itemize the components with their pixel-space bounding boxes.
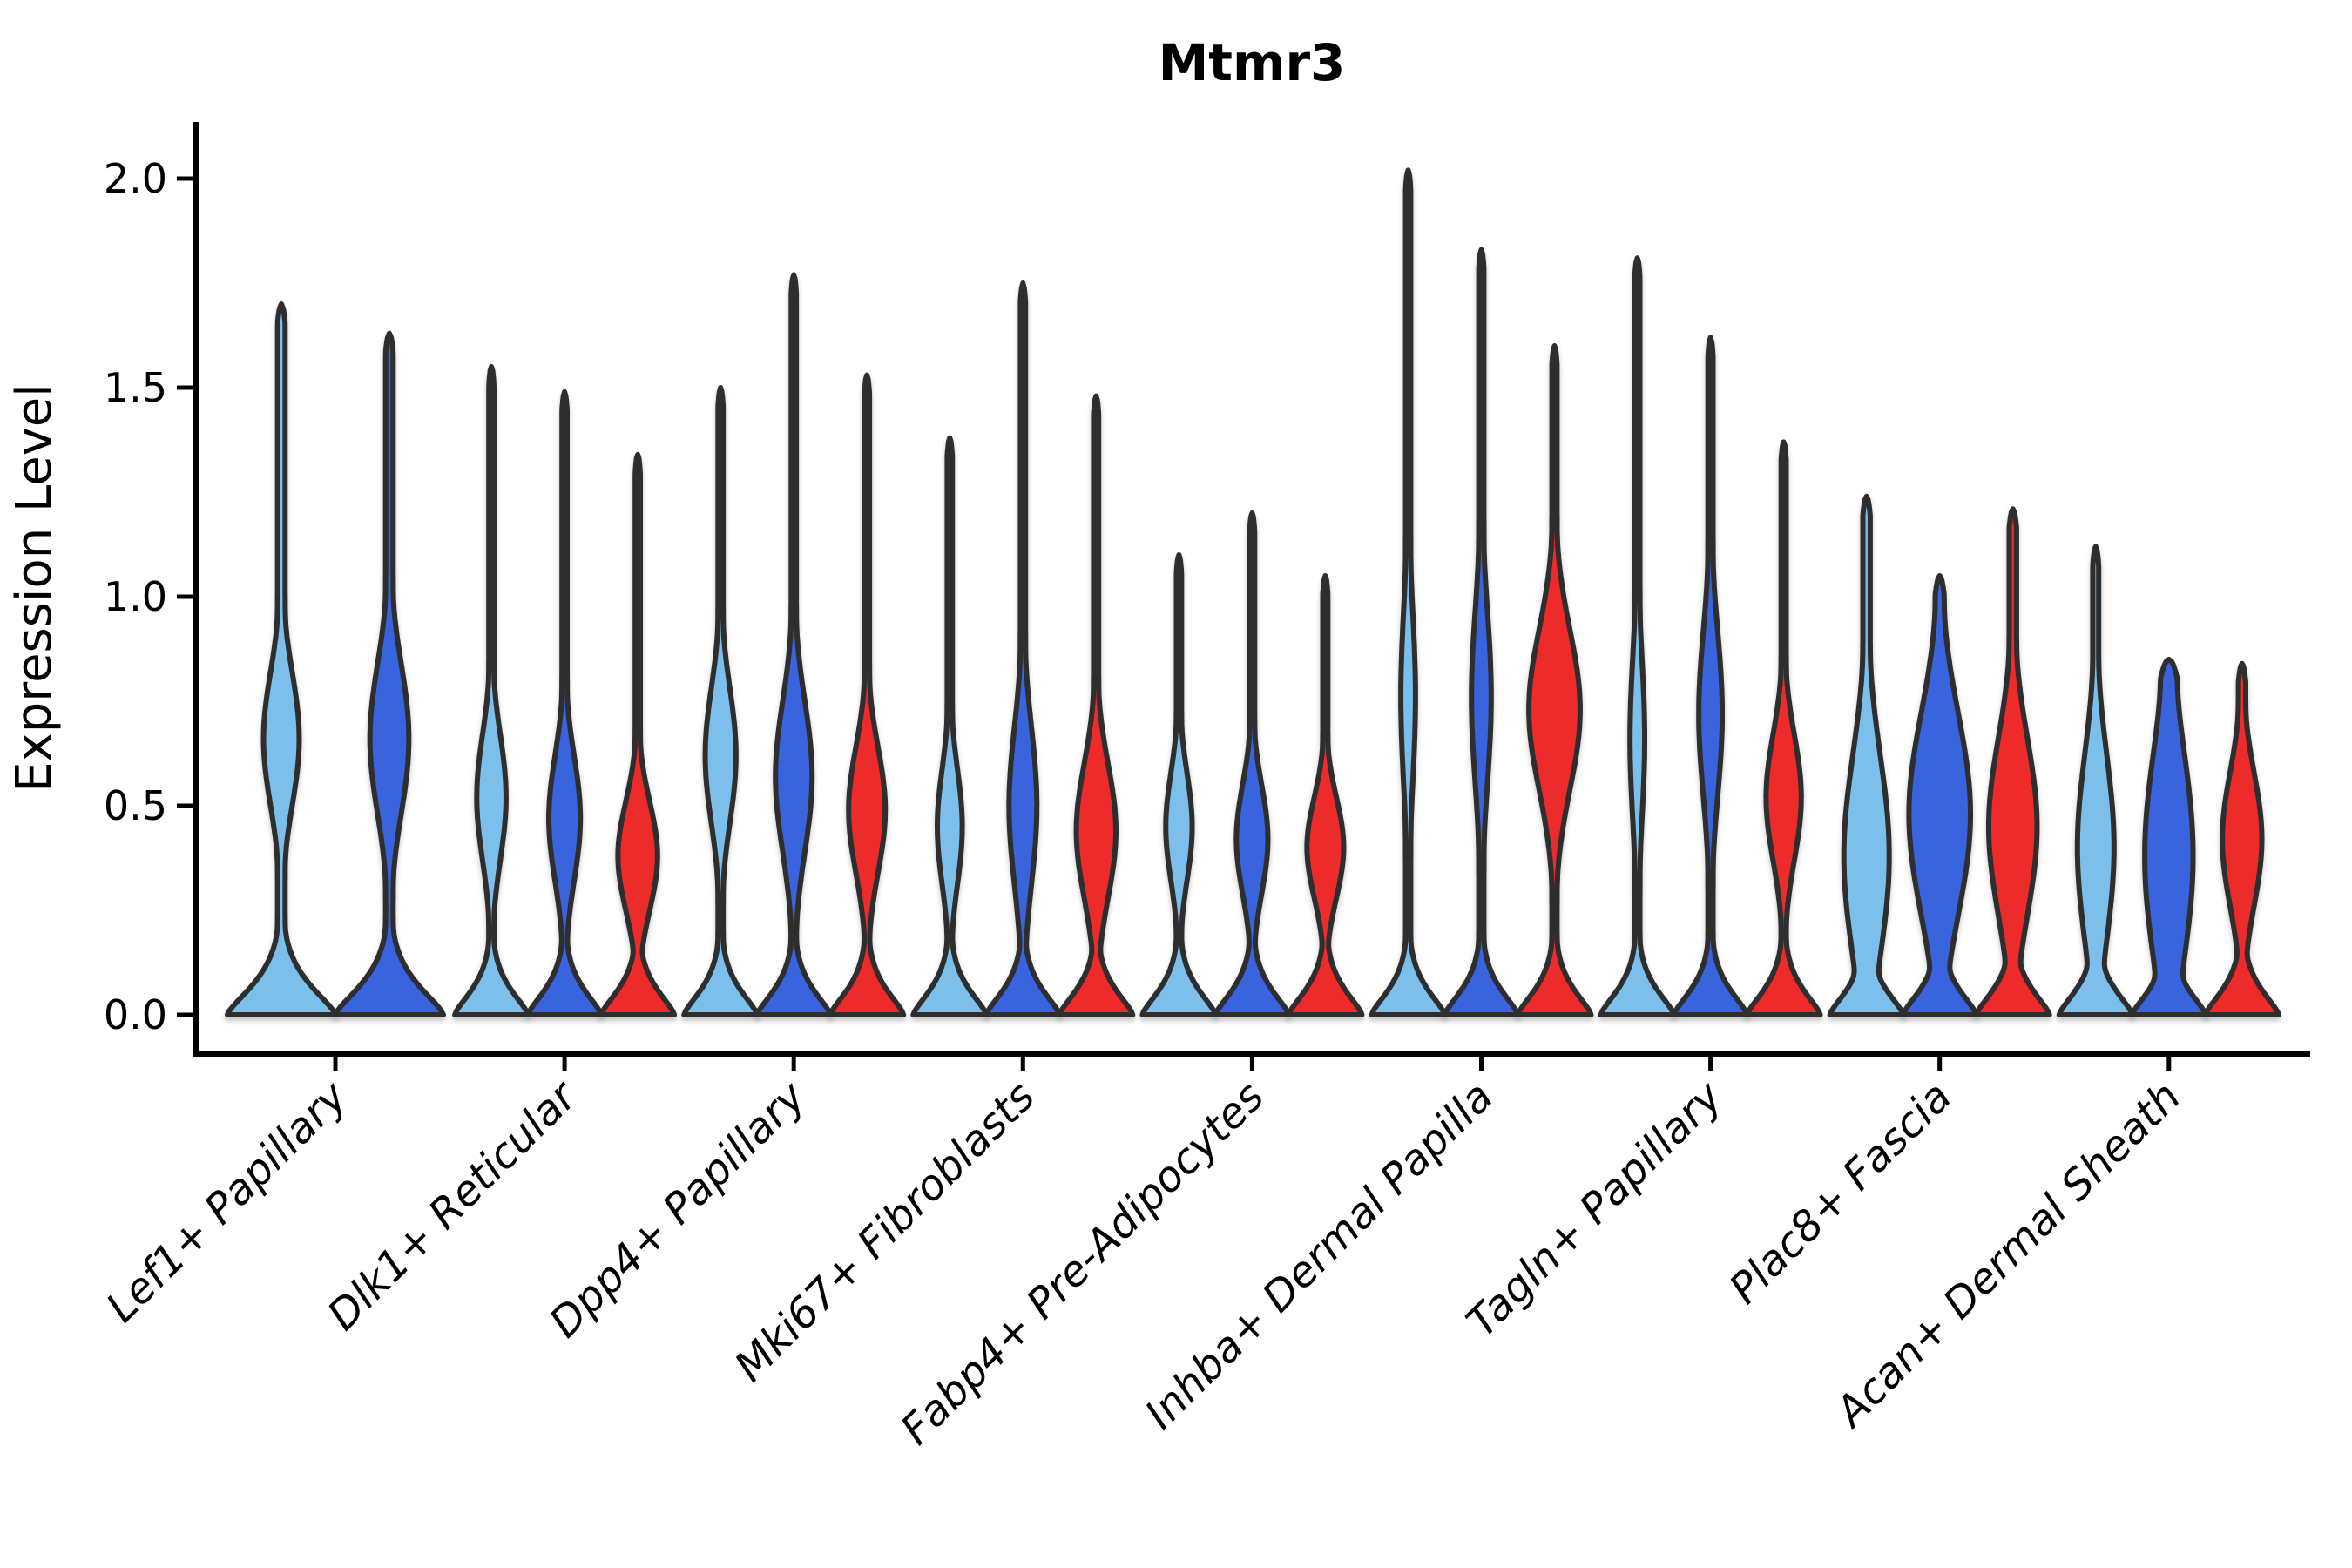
violin-5-series-3 [1286,573,1365,1017]
violin-9-series-2 [2129,657,2208,1017]
y-tick-label: 2.0 [104,155,167,202]
plot-title: Mtmr3 [1159,33,1346,92]
x-tick-label: Lef1+ Papillary [97,1071,357,1332]
y-tick-label: 0.0 [104,991,167,1038]
violin-7-series-2 [1671,335,1750,1017]
x-tick-label: Tagln+ Papillary [1457,1071,1733,1347]
violin-5-series-2 [1213,510,1292,1017]
violin-6-series-1 [1369,167,1448,1017]
x-tick-label: Dpp4+ Papillary [540,1071,815,1347]
violin-8-series-3 [1973,506,2052,1017]
x-tick-label: Dlk1+ Reticular [318,1071,588,1341]
violin-7-series-3 [1744,439,1823,1017]
violin-8-series-2 [1900,573,1979,1017]
violin-9-series-1 [2056,544,2135,1017]
y-tick-labels: 0.0 0.5 1.0 1.5 2.0 [104,155,167,1038]
violin-4-series-2 [983,280,1063,1017]
y-tick-label: 0.5 [104,782,167,829]
violin-group [225,167,2281,1017]
axes-group [177,122,2310,1071]
y-tick-label: 1.5 [104,364,167,411]
violin-6-series-2 [1442,247,1521,1017]
violin-8-series-1 [1827,493,1906,1017]
violin-4-series-1 [910,435,990,1017]
x-tick-label: Plac8+ Fascia [1720,1072,1962,1314]
violin-2-series-3 [598,451,678,1017]
violin-7-series-1 [1598,255,1677,1017]
y-axis-label: Expression Level [6,383,63,793]
violin-3-series-1 [681,385,760,1017]
violin-2-series-2 [525,389,605,1017]
violin-4-series-3 [1057,393,1136,1017]
violin-6-series-3 [1515,343,1594,1017]
violin-2-series-1 [452,364,531,1017]
violin-1-series-1 [225,301,338,1017]
y-tick-label: 1.0 [104,573,167,620]
violin-1-series-2 [333,330,446,1017]
violin-3-series-2 [754,272,834,1017]
violin-5-series-1 [1139,552,1219,1017]
violin-9-series-3 [2202,660,2281,1017]
x-tick-label: Fabp4+ Pre-Adipocytes [891,1072,1274,1455]
violin-3-series-3 [828,372,907,1017]
